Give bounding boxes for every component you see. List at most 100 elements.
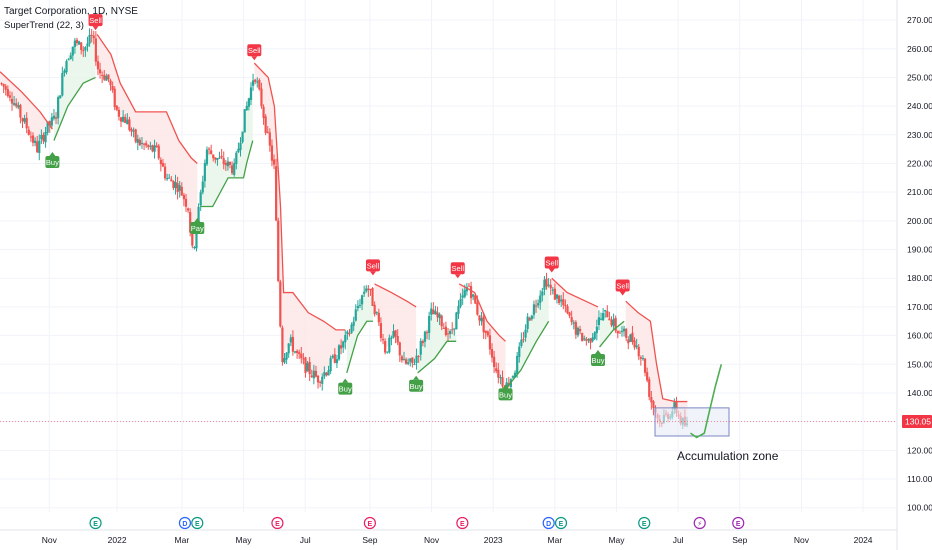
supertrend-fill-down	[97, 34, 198, 252]
time-tick-label: 2022	[108, 535, 127, 545]
candle-body	[402, 359, 406, 361]
candle-body	[13, 103, 16, 105]
signal-pointer	[413, 375, 420, 380]
candle-body	[308, 361, 311, 375]
candle-body	[151, 145, 154, 152]
candle-body	[216, 158, 219, 160]
candle-body	[231, 165, 234, 174]
candle-body	[449, 330, 452, 335]
supertrend-line-down	[551, 277, 599, 308]
candle-body	[327, 370, 330, 376]
candle-body	[530, 315, 533, 320]
candle-body	[566, 306, 569, 314]
candle-body	[17, 105, 20, 108]
candle-body	[585, 339, 588, 341]
candle-body	[404, 359, 408, 364]
candle-body	[186, 208, 190, 211]
candle-body	[610, 319, 613, 326]
candle-body	[486, 331, 489, 336]
supertrend-line-up	[417, 340, 457, 374]
candle-body	[57, 97, 60, 119]
candle-body	[484, 330, 487, 333]
signal-badge	[88, 14, 103, 27]
candle-body	[316, 375, 320, 383]
candle-body	[75, 39, 79, 44]
candle-body	[130, 129, 133, 132]
candle-body	[124, 117, 127, 123]
event-icon	[456, 516, 469, 530]
candle-body	[390, 337, 393, 339]
candle-body	[633, 340, 636, 348]
candle-body	[608, 318, 611, 321]
candle-body	[153, 145, 156, 152]
candle-body	[340, 345, 343, 349]
candle-body	[293, 351, 297, 353]
signal-text: Buy	[339, 385, 352, 394]
candle-body	[300, 353, 303, 359]
candle-body	[203, 162, 206, 182]
candle-body	[428, 315, 431, 333]
candle-body	[191, 232, 194, 246]
candle-body	[176, 183, 179, 193]
candle-body	[134, 129, 137, 142]
candle-body	[128, 119, 131, 130]
supertrend-line-up	[200, 140, 254, 208]
chart-title: Target Corporation, 1D, NYSE	[4, 6, 138, 17]
signal-pointer	[595, 349, 601, 354]
candle-body	[251, 80, 255, 86]
candle-body	[381, 339, 385, 341]
candle-body	[637, 346, 640, 357]
candle-body	[38, 140, 41, 153]
candle-body	[54, 117, 58, 119]
candle-body	[207, 148, 211, 150]
candle-body	[342, 341, 345, 348]
event-glyph: D	[182, 521, 187, 528]
candle-body	[36, 141, 39, 153]
supertrend-line-down	[96, 34, 198, 164]
candle-body	[409, 358, 412, 362]
candle-body	[344, 334, 347, 343]
price-tick-label: 180.00	[907, 273, 932, 283]
event-glyph: ⚡	[697, 520, 702, 528]
candle-body	[163, 166, 167, 179]
signal-pointer	[548, 268, 555, 273]
candle-body	[394, 330, 397, 337]
candle-body	[457, 305, 460, 314]
time-axis[interactable]: Nov 2022 Mar May Jul Sep Nov 2023 Mar May Jul Sep No…	[0, 529, 897, 545]
candle-body	[90, 34, 93, 36]
candle-body	[488, 335, 492, 350]
candle-body	[478, 315, 481, 321]
candle-body	[283, 358, 286, 363]
candle-body	[363, 291, 366, 294]
candle-body	[423, 331, 427, 342]
signal-pointer	[454, 274, 461, 279]
candle-body	[272, 159, 276, 165]
candle-body	[469, 286, 473, 299]
candle-body	[29, 136, 32, 138]
candle-body	[235, 152, 238, 164]
candle-body	[140, 142, 144, 144]
time-tick-label: Nov	[42, 535, 58, 545]
time-tick-label: Jul	[673, 535, 684, 545]
signal-text: Sell	[616, 281, 629, 290]
time-tick-label: Sep	[362, 535, 377, 545]
candle-body	[155, 145, 158, 148]
candle-body	[354, 309, 357, 321]
candle-body	[392, 331, 395, 338]
price-axis[interactable]: 100.00110.00120.00130.00140.00150.00160.…	[896, 0, 932, 550]
candle-body	[33, 140, 37, 143]
candle-body	[337, 345, 341, 360]
projection-path	[0, 364, 897, 439]
candle-body	[453, 328, 456, 330]
earnings-event-marker: E	[554, 516, 568, 530]
candle-body	[101, 74, 104, 76]
candle-body	[589, 338, 592, 343]
buy-signal: Buy	[591, 349, 605, 366]
candle-body	[237, 148, 240, 153]
signal-labels: Sell Buy Sell Pay Sell Buy Sell Buy Sell Buy Sell B…	[45, 14, 630, 401]
sell-signal: Sell	[544, 256, 559, 273]
candle-body	[180, 186, 183, 196]
event-glyph: E	[368, 521, 373, 528]
